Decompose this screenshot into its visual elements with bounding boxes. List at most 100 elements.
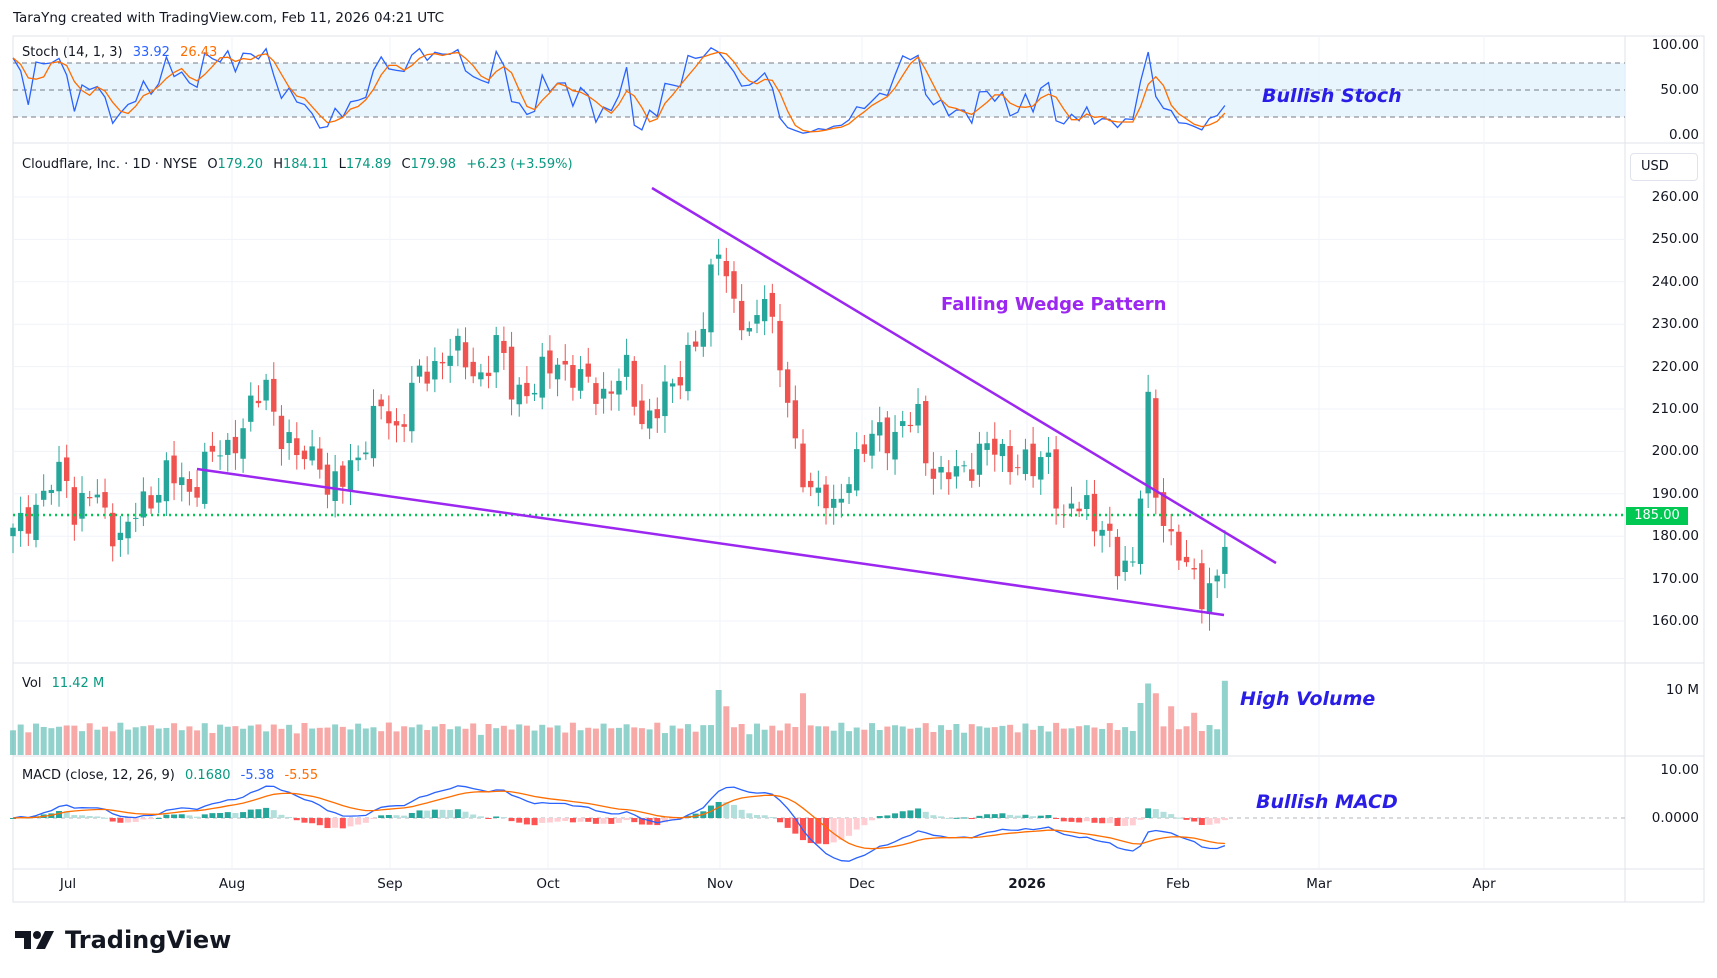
currency-button[interactable]: USD [1630,153,1698,181]
volume-bar [746,734,753,755]
macd-histogram-bar [631,818,638,823]
candle [171,455,177,484]
candle [370,405,377,459]
volume-bar [730,727,737,755]
volume-bar [738,723,745,755]
candle [186,479,193,492]
macd-histogram-bar [1137,818,1144,820]
volume-bar [286,724,293,755]
macd-histogram-bar [416,810,423,818]
volume-legend[interactable]: Vol 11.42 M [22,676,110,691]
macd-label: MACD (close, 12, 26, 9) [22,768,175,783]
macd-histogram-bar [370,818,377,819]
stoch-axis-label: 100.00 [1651,37,1699,53]
high-volume-annotation[interactable]: High Volume [1240,688,1376,710]
macd-histogram-bar [1175,817,1182,819]
volume-bar [171,723,178,755]
macd-histogram-bar [56,810,63,818]
macd-histogram-bar [646,818,653,825]
bullish-macd-annotation[interactable]: Bullish MACD [1256,791,1398,813]
candle [685,344,691,392]
volume-bar [500,725,507,755]
macd-histogram-bar [1060,818,1067,822]
volume-bar [945,729,952,755]
candle [1130,561,1136,563]
macd-histogram-bar [508,818,515,822]
tradingview-logo-icon [15,931,54,949]
stoch-legend[interactable]: Stoch (14, 1, 3) 33.92 26.43 [22,45,223,60]
candle [662,381,668,417]
macd-histogram-bar [79,815,86,818]
volume-bar [477,734,484,755]
candle [225,439,231,455]
macd-histogram-bar [324,818,331,829]
chart-credit: TaraYng created with TradingView.com, Fe… [13,10,445,26]
candle [286,432,292,444]
volume-bar [1183,726,1190,755]
change-value: +6.23 (+3.59%) [466,157,573,172]
volume-bar [132,727,139,755]
candles [10,238,1228,631]
price-axis-label: 160.00 [1651,613,1699,629]
candle [493,335,499,373]
volume-bar [823,726,830,755]
volume-bar [347,729,354,755]
candle [263,379,269,401]
candle [439,361,446,364]
candle [202,451,208,504]
candle [892,431,898,460]
volume-bar [815,726,822,755]
candle [48,489,55,493]
macd-histogram-bar [1045,815,1052,818]
candle [1022,449,1029,475]
candle [1099,529,1105,536]
bullish-stoch-annotation[interactable]: Bullish Stoch [1262,85,1402,107]
volume-bar [339,726,346,755]
macd-value: -5.38 [240,768,275,783]
volume-bar [1099,728,1106,755]
candle [854,449,860,491]
volume-bar [899,726,906,755]
macd-pane [10,785,1625,862]
tradingview-logo[interactable]: TradingView [15,926,231,954]
symbol-legend[interactable]: Cloudflare, Inc. · 1D · NYSE O179.20 H18… [22,157,579,172]
candle [332,471,338,502]
macd-histogram-bar [431,809,438,818]
macd-legend[interactable]: MACD (close, 12, 26, 9) 0.1680 -5.38 -5.… [22,768,324,783]
volume-bar [1053,722,1060,755]
macd-histogram-bar [1198,818,1205,826]
volume-bar [654,722,661,755]
candle [884,417,891,454]
candle [340,465,346,487]
macd-histogram-bar [608,818,615,824]
wedge-upper-trendline [651,186,1277,565]
candle [94,494,101,498]
macd-histogram-bar [823,818,830,845]
candle [838,498,845,503]
volume-bar [94,729,101,755]
candle [470,361,476,377]
volume-bar [784,723,791,755]
volume-bar [531,730,538,755]
volume-bar [516,724,523,755]
candle [754,315,760,324]
macd-histogram-bar [1014,815,1021,818]
macd-histogram-bar [953,817,960,819]
falling-wedge-annotation[interactable]: Falling Wedge Pattern [941,294,1167,315]
macd-histogram-bar [86,816,93,818]
volume-bar [915,727,922,755]
volume-bar [1206,725,1213,755]
candle [1176,531,1182,561]
volume-bar [539,724,546,755]
volume-bar [1022,723,1029,755]
macd-histogram-bar [155,817,162,819]
volume-bar [838,722,845,755]
candle [723,260,730,277]
candle [1015,467,1021,469]
macd-histogram-bar [186,815,193,818]
price-axis-label: 180.00 [1651,528,1699,545]
symbol-name: Cloudflare, Inc. · 1D · NYSE [22,157,198,172]
macd-histogram-bar [332,818,339,828]
macd-histogram-bar [408,812,415,818]
